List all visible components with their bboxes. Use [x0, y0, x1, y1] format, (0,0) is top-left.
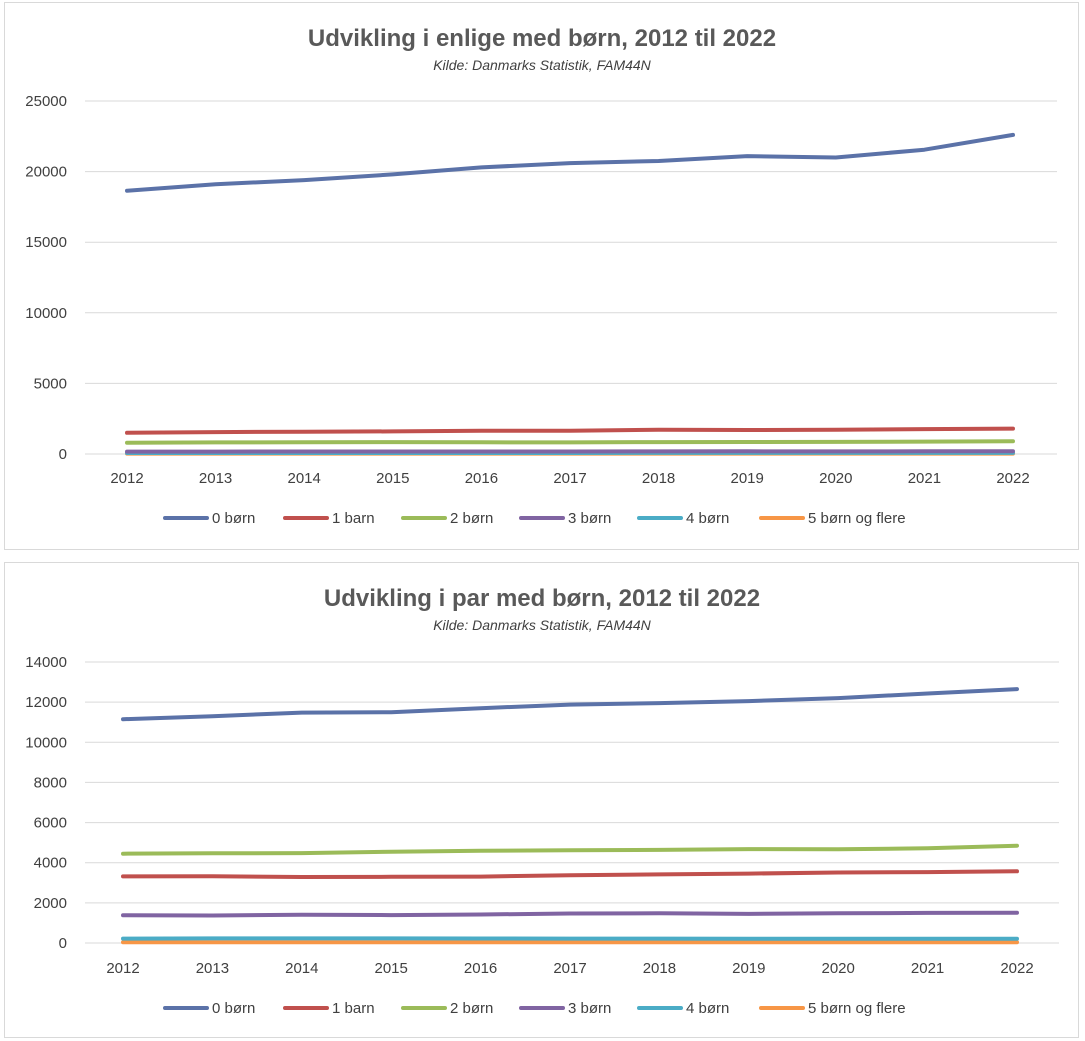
legend-item: 2 børn — [401, 1000, 493, 1017]
legend-label: 4 børn — [686, 1000, 729, 1017]
y-tick-label: 15000 — [25, 234, 67, 251]
legend-label: 1 barn — [332, 510, 375, 527]
legend-item: 3 børn — [519, 510, 611, 527]
y-axis: 0 2000 4000 6000 8000 10000 12000 14000 — [25, 654, 67, 952]
legend-item: 2 børn — [401, 510, 493, 527]
y-tick-label: 2000 — [34, 895, 67, 912]
series-lines — [125, 132, 1015, 456]
legend-label: 5 børn og flere — [808, 1000, 906, 1017]
x-axis: 2012 2013 2014 2015 2016 2017 2018 2019 2020 2021… — [106, 960, 1033, 977]
x-tick-label: 2014 — [288, 470, 321, 487]
legend-label: 0 børn — [212, 510, 255, 527]
x-tick-label: 2022 — [1000, 960, 1033, 977]
series-line-0-børn — [121, 687, 1019, 722]
chart-title: Udvikling i par med børn, 2012 til 2022 — [324, 585, 760, 612]
x-tick-label: 2019 — [732, 960, 765, 977]
y-tick-label: 12000 — [25, 694, 67, 711]
x-tick-label: 2013 — [199, 470, 232, 487]
y-tick-label: 10000 — [25, 734, 67, 751]
x-tick-label: 2013 — [196, 960, 229, 977]
series-line-3-børn — [121, 910, 1019, 918]
y-tick-label: 14000 — [25, 654, 67, 671]
x-axis: 2012 2013 2014 2015 2016 2017 2018 2019 2020 2021… — [110, 470, 1029, 487]
legend-item: 0 børn — [163, 510, 255, 527]
chart-subtitle: Kilde: Danmarks Statistik, FAM44N — [433, 57, 651, 73]
legend-label: 2 børn — [450, 1000, 493, 1017]
legend-label: 3 børn — [568, 1000, 611, 1017]
legend-item: 1 barn — [283, 1000, 375, 1017]
x-tick-label: 2021 — [911, 960, 944, 977]
x-tick-label: 2015 — [375, 960, 408, 977]
legend-item: 4 børn — [637, 1000, 729, 1017]
series-line-0-børn — [125, 132, 1015, 193]
legend-item: 4 børn — [637, 510, 729, 527]
x-tick-label: 2022 — [996, 470, 1029, 487]
x-tick-label: 2016 — [465, 470, 498, 487]
x-tick-label: 2020 — [819, 470, 852, 487]
x-tick-label: 2018 — [643, 960, 676, 977]
chart-panel-enlige: Udvikling i enlige med børn, 2012 til 20… — [4, 2, 1079, 550]
y-axis: 0 5000 10000 15000 20000 25000 — [25, 93, 67, 463]
y-tick-label: 8000 — [34, 774, 67, 791]
legend: 0 børn 1 barn 2 børn 3 børn 4 børn 5 børn og … — [163, 1000, 906, 1017]
x-tick-label: 2020 — [822, 960, 855, 977]
series-line-1-barn — [125, 426, 1015, 435]
legend: 0 børn 1 barn 2 børn 3 børn 4 børn 5 børn og … — [163, 510, 906, 527]
series-line-2-børn — [125, 439, 1015, 445]
y-tick-label: 0 — [59, 446, 67, 463]
legend-item: 0 børn — [163, 1000, 255, 1017]
x-tick-label: 2017 — [553, 960, 586, 977]
chart-par: Udvikling i par med børn, 2012 til 2022 … — [25, 585, 1059, 1017]
legend-item: 5 børn og flere — [759, 510, 906, 527]
x-tick-label: 2021 — [908, 470, 941, 487]
x-tick-label: 2015 — [376, 470, 409, 487]
legend-item: 5 børn og flere — [759, 1000, 906, 1017]
x-tick-label: 2017 — [553, 470, 586, 487]
x-tick-label: 2019 — [731, 470, 764, 487]
x-tick-label: 2012 — [106, 960, 139, 977]
chart-subtitle: Kilde: Danmarks Statistik, FAM44N — [433, 617, 651, 633]
legend-label: 3 børn — [568, 510, 611, 527]
x-tick-label: 2012 — [110, 470, 143, 487]
legend-label: 1 barn — [332, 1000, 375, 1017]
y-tick-label: 25000 — [25, 93, 67, 110]
x-tick-label: 2018 — [642, 470, 675, 487]
legend-item: 3 børn — [519, 1000, 611, 1017]
chart-enlige: Udvikling i enlige med børn, 2012 til 20… — [25, 25, 1057, 527]
legend-label: 5 børn og flere — [808, 510, 906, 527]
y-tick-label: 5000 — [34, 375, 67, 392]
series-lines — [121, 687, 1019, 945]
chart-panel-par: Udvikling i par med børn, 2012 til 2022 … — [4, 562, 1079, 1038]
y-tick-label: 20000 — [25, 164, 67, 181]
x-tick-label: 2016 — [464, 960, 497, 977]
x-tick-label: 2014 — [285, 960, 318, 977]
y-tick-label: 0 — [59, 935, 67, 952]
chart-title: Udvikling i enlige med børn, 2012 til 20… — [308, 25, 776, 52]
series-line-2-børn — [121, 843, 1019, 856]
legend-label: 0 børn — [212, 1000, 255, 1017]
y-tick-label: 4000 — [34, 855, 67, 872]
series-line-1-barn — [121, 869, 1019, 879]
legend-item: 1 barn — [283, 510, 375, 527]
y-tick-label: 10000 — [25, 305, 67, 322]
legend-label: 2 børn — [450, 510, 493, 527]
gridlines — [85, 100, 1057, 455]
y-tick-label: 6000 — [34, 815, 67, 832]
legend-label: 4 børn — [686, 510, 729, 527]
